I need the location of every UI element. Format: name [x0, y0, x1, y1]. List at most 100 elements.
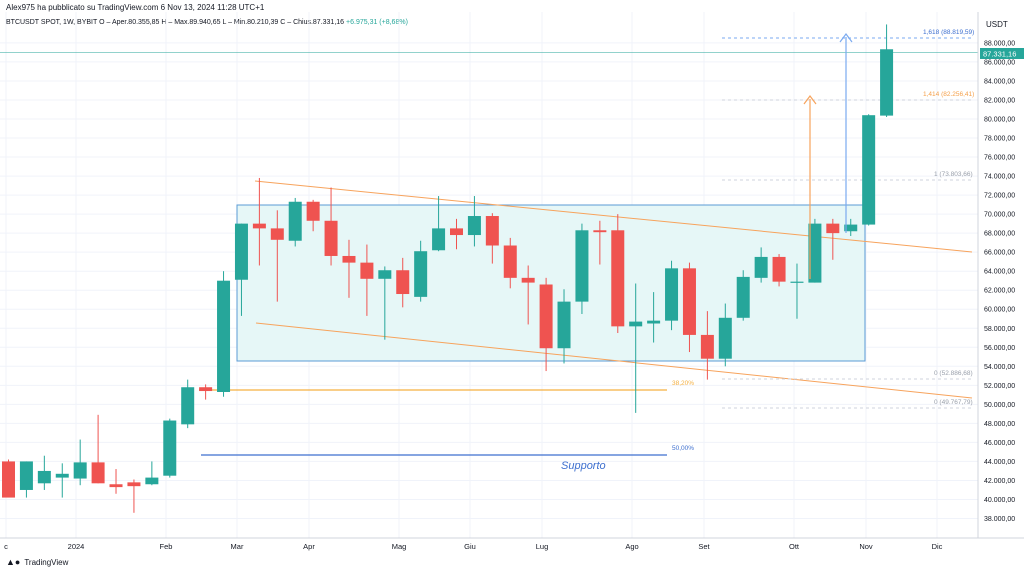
- candle: [629, 283, 643, 413]
- candle: [127, 479, 141, 513]
- arrow-head-icon: [839, 33, 853, 43]
- candle: [700, 311, 714, 380]
- channel-upper-line: [254, 180, 973, 253]
- price-tick-label: 76.000,00: [984, 155, 1015, 162]
- candle: [539, 277, 553, 372]
- symbol-label: BTCUSDT SPOT, 1W, BYBIT: [6, 19, 98, 26]
- candle: [718, 303, 732, 367]
- retracement-50-label: 50,00%: [672, 445, 694, 452]
- candle: [109, 469, 123, 494]
- change-value: +6.975,31 (+8,68%): [346, 19, 408, 26]
- time-tick-label: Set: [698, 542, 710, 551]
- candle: [808, 218, 822, 283]
- time-tick-label: Ago: [625, 542, 638, 551]
- candle-body: [700, 334, 714, 359]
- candle: [2, 459, 15, 498]
- candle: [682, 262, 696, 353]
- time-tick-label: Dic: [932, 542, 943, 551]
- candle-body: [862, 115, 876, 225]
- time-tick-label: Giu: [464, 542, 476, 551]
- price-tick-label: 58.000,00: [984, 326, 1015, 333]
- price-tick-label: 78.000,00: [984, 136, 1015, 143]
- time-axis[interactable]: c 2024 Feb Mar Apr Mag Giu Lug Ago Set Ott Nov Dic: [4, 542, 943, 551]
- candle-body: [611, 230, 625, 327]
- candle-body: [521, 277, 535, 283]
- candle: [396, 257, 410, 308]
- candle-body: [109, 484, 123, 488]
- candle-body: [234, 223, 248, 280]
- price-axis[interactable]: 38.000,00 40.000,00 42.000,00 44.000,00 46.0…: [984, 40, 1015, 523]
- candle-body: [252, 223, 266, 229]
- candle: [270, 210, 284, 302]
- candle-body: [360, 262, 374, 279]
- candle-body: [55, 473, 69, 478]
- candle: [521, 265, 535, 325]
- candle: [503, 237, 517, 289]
- candle: [73, 439, 87, 486]
- arrow-head-icon: [803, 95, 817, 105]
- candle: [754, 247, 768, 283]
- price-tick-label: 62.000,00: [984, 288, 1015, 295]
- price-tick-label: 60.000,00: [984, 307, 1015, 314]
- price-tick-label: 84.000,00: [984, 78, 1015, 85]
- candle: [360, 244, 374, 316]
- candle: [772, 254, 786, 287]
- price-tick-label: 72.000,00: [984, 193, 1015, 200]
- time-tick-label: Nov: [859, 542, 873, 551]
- candle: [880, 24, 894, 117]
- price-tick-label: 74.000,00: [984, 174, 1015, 181]
- candle: [217, 271, 231, 397]
- candle: [145, 461, 159, 486]
- publisher-line: Alex975 ha pubblicato su TradingView.com…: [6, 3, 265, 12]
- price-tick-label: 48.000,00: [984, 421, 1015, 428]
- candle-body: [2, 461, 15, 498]
- candle: [557, 289, 571, 364]
- candle: [485, 213, 499, 264]
- candle: [611, 214, 625, 334]
- fib-1414-label: 1,414 (82.256,41): [923, 91, 974, 98]
- candle-body: [593, 230, 607, 233]
- candle: [234, 223, 248, 316]
- candle: [37, 455, 51, 490]
- price-tick-label: 70.000,00: [984, 212, 1015, 219]
- price-tick-label: 40.000,00: [984, 497, 1015, 504]
- candle: [593, 220, 607, 265]
- fib-1-label: 1 (73.803,66): [934, 171, 973, 178]
- candle: [826, 218, 840, 260]
- candle-body: [306, 201, 320, 221]
- price-tick-label: 54.000,00: [984, 364, 1015, 371]
- price-tick-label: 44.000,00: [984, 459, 1015, 466]
- candle: [306, 199, 320, 232]
- candle-body: [37, 470, 51, 484]
- candle-body: [665, 268, 679, 321]
- candle-body: [485, 216, 499, 246]
- price-tick-label: 66.000,00: [984, 250, 1015, 257]
- last-price-label: 87.331,16: [983, 50, 1016, 59]
- candle-body: [414, 251, 428, 297]
- candle-body: [19, 461, 33, 490]
- candle: [55, 463, 69, 498]
- tradingview-logo-icon: ▲●: [6, 557, 21, 567]
- price-tick-label: 56.000,00: [984, 345, 1015, 352]
- time-tick-label: Mar: [231, 542, 244, 551]
- candle: [467, 196, 481, 247]
- candle-body: [145, 477, 159, 485]
- candle-body: [790, 281, 804, 283]
- candle: [252, 177, 266, 266]
- retracement-382-label: 38,20%: [672, 380, 694, 387]
- open-value: O – Aper.80.355,85: [99, 19, 160, 26]
- candle: [844, 218, 858, 236]
- candle: [181, 379, 195, 429]
- candle: [575, 223, 589, 314]
- candle-body: [342, 255, 356, 263]
- candle-body: [736, 276, 750, 318]
- currency-label: USDT: [986, 20, 1008, 29]
- price-tick-label: 38.000,00: [984, 516, 1015, 523]
- price-tick-label: 68.000,00: [984, 231, 1015, 238]
- time-tick-label: Feb: [160, 542, 173, 551]
- candle-body: [557, 301, 571, 349]
- candle: [647, 292, 661, 343]
- candle-body: [503, 245, 517, 278]
- time-tick-label: Lug: [536, 542, 549, 551]
